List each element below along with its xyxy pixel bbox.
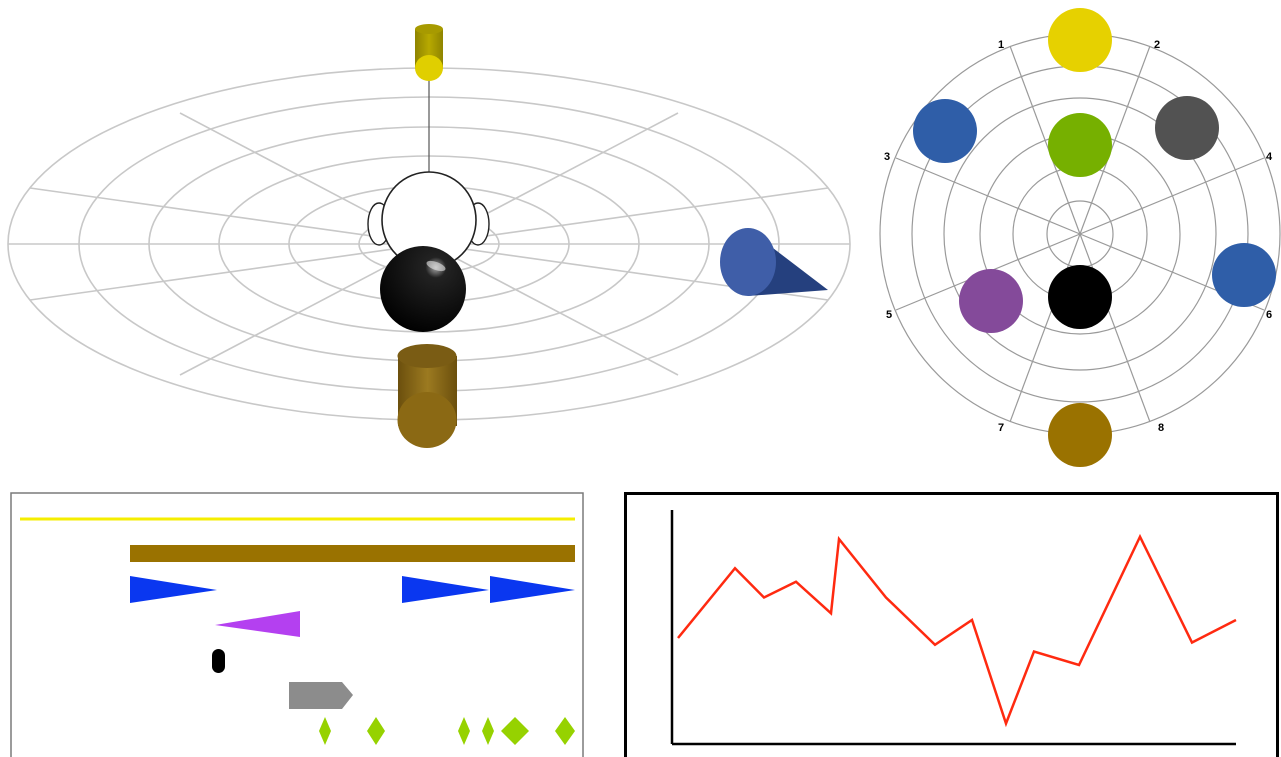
- line-chart-svg: [624, 492, 1279, 757]
- spatial-scene-3d: [0, 0, 860, 460]
- data-point: [794, 580, 798, 584]
- polar-source-map: 1 2 3 4 5 6 7 8: [860, 0, 1281, 470]
- spoke-label-6: 6: [1266, 309, 1272, 321]
- lane-black-pill[interactable]: [212, 649, 225, 673]
- green-diamond[interactable]: [555, 717, 575, 745]
- series-group: [676, 533, 1238, 728]
- line-chart: [624, 492, 1281, 757]
- data-point: [1138, 535, 1142, 539]
- data-point: [762, 596, 766, 600]
- data-point: [829, 611, 833, 615]
- event-timeline: [10, 492, 584, 757]
- polar-source-green[interactable]: [1048, 113, 1112, 177]
- spoke-label-5: 5: [886, 309, 892, 321]
- data-point: [733, 566, 737, 570]
- chart-frame: [624, 492, 1279, 757]
- data-point: [970, 618, 974, 622]
- data-point: [676, 636, 680, 640]
- green-diamond[interactable]: [482, 717, 494, 745]
- timeline-svg: [10, 492, 584, 757]
- lane-blue-triangles: [130, 576, 575, 603]
- spoke-label-1: 1: [998, 39, 1004, 51]
- data-point: [1032, 650, 1036, 654]
- data-point: [1077, 663, 1081, 667]
- data-point: [884, 596, 888, 600]
- polar-source-blue-left[interactable]: [913, 99, 977, 163]
- blue-triangle[interactable]: [402, 576, 489, 603]
- green-diamond[interactable]: [458, 717, 470, 745]
- polar-source-yellow[interactable]: [1048, 8, 1112, 72]
- data-point: [933, 643, 937, 647]
- scene-svg: [7, 24, 851, 448]
- polar-source-purple[interactable]: [959, 269, 1023, 333]
- polar-grid: [879, 33, 1281, 435]
- data-point: [1004, 722, 1008, 726]
- spoke-label-8: 8: [1158, 422, 1164, 434]
- blue-triangle[interactable]: [130, 576, 217, 603]
- lane-gray-arrow[interactable]: [289, 682, 353, 709]
- data-point: [837, 537, 841, 541]
- lane-green-diamonds: [319, 717, 575, 745]
- polar-svg: 1 2 3 4 5 6 7 8: [879, 8, 1281, 467]
- listener-sphere[interactable]: [380, 246, 466, 332]
- spoke-label-7: 7: [998, 422, 1004, 434]
- spoke-label-2: 2: [1154, 39, 1160, 51]
- source-right-cone[interactable]: [720, 228, 828, 296]
- series-line: [677, 533, 1237, 728]
- polar-sources: [913, 8, 1276, 467]
- spoke-label-3: 3: [884, 151, 890, 163]
- green-diamond[interactable]: [319, 717, 331, 745]
- spoke-labels: 1 2 3 4 5 6 7 8: [884, 39, 1273, 434]
- green-diamond[interactable]: [367, 717, 385, 745]
- source-bottom-cylinder[interactable]: [397, 344, 458, 448]
- spoke-label-4: 4: [1266, 151, 1273, 163]
- blue-triangle[interactable]: [490, 576, 575, 603]
- polar-source-brown[interactable]: [1048, 403, 1112, 467]
- lane-purple-triangle[interactable]: [215, 611, 300, 637]
- listener-head[interactable]: [367, 171, 490, 269]
- source-top-cylinder[interactable]: [415, 24, 443, 81]
- lane-brown-bar[interactable]: [130, 545, 575, 562]
- polar-source-gray[interactable]: [1155, 96, 1219, 160]
- polar-source-blue-right[interactable]: [1212, 243, 1276, 307]
- data-point: [1234, 618, 1238, 622]
- polar-source-black[interactable]: [1048, 265, 1112, 329]
- data-point: [1190, 641, 1194, 645]
- green-diamond[interactable]: [501, 717, 529, 745]
